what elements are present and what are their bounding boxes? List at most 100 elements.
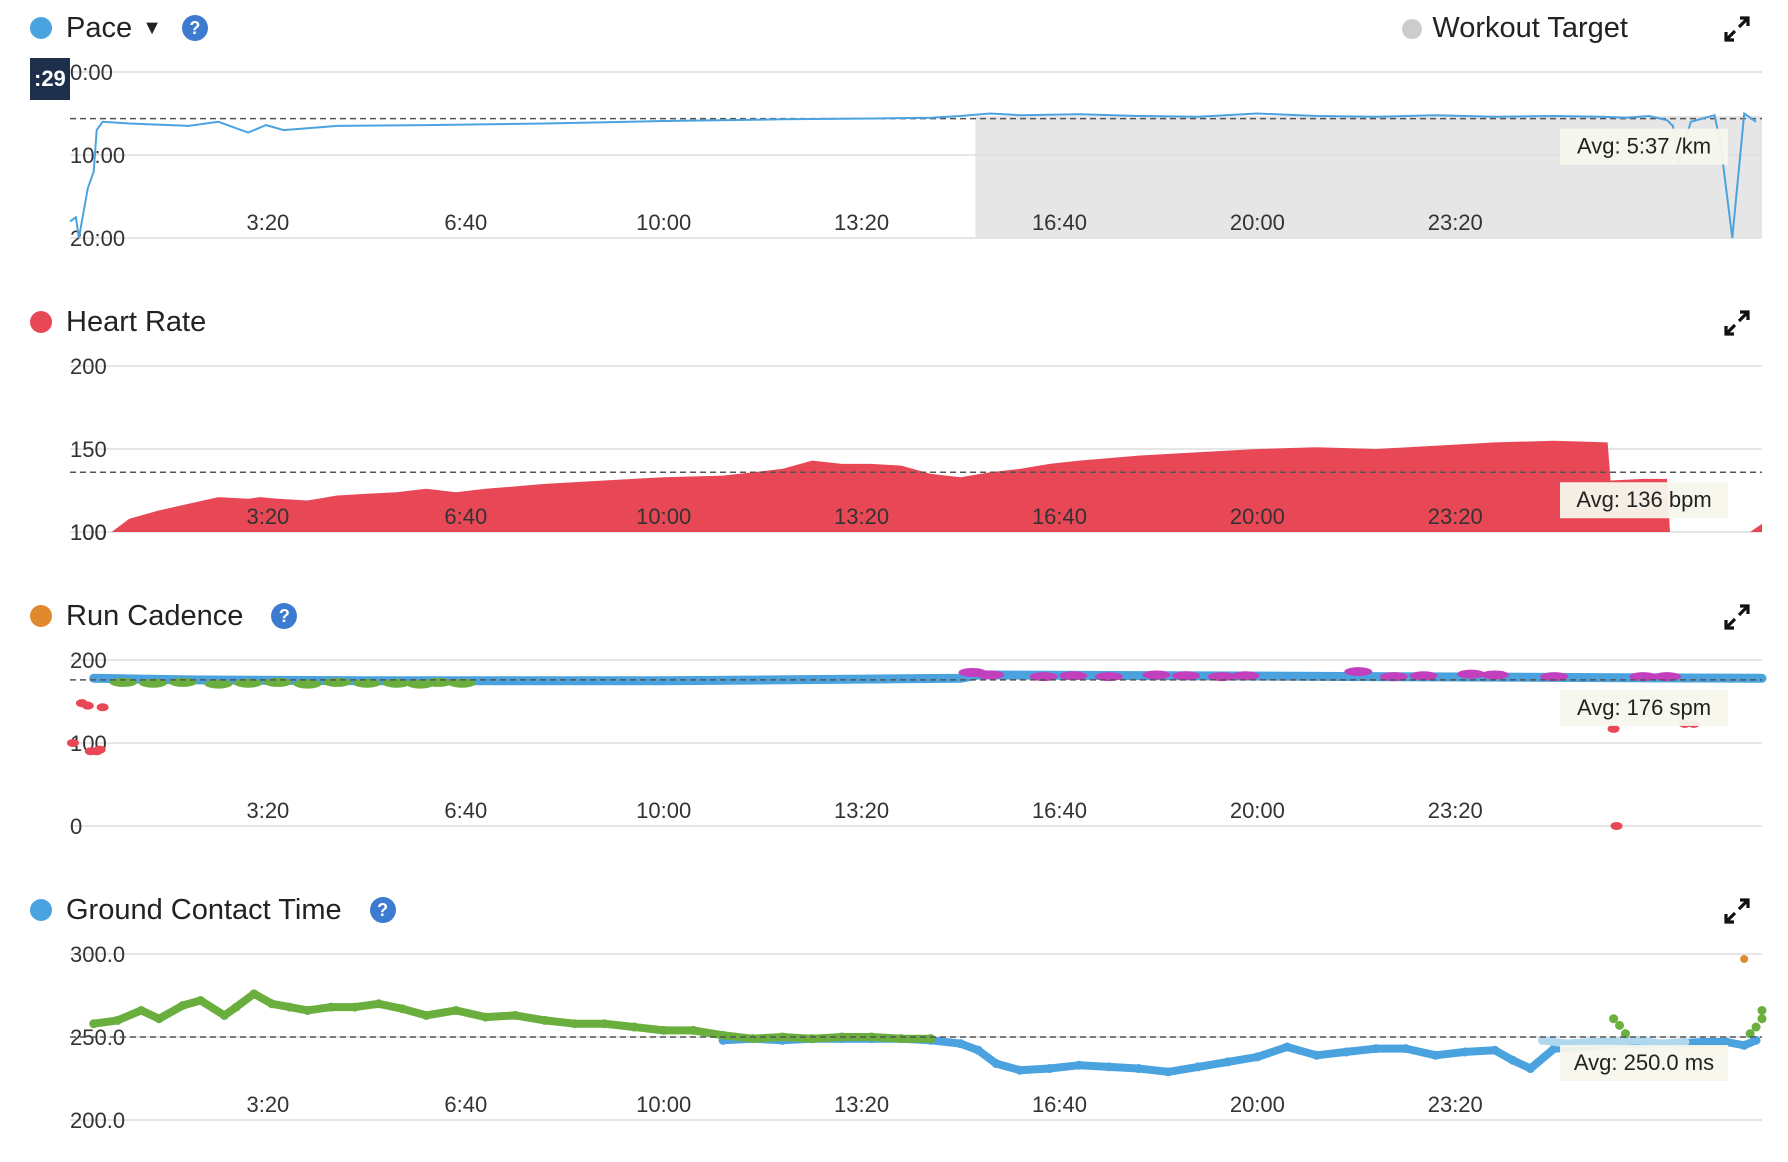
x-tick-label: 10:00 — [636, 1092, 691, 1117]
gct-point — [231, 1002, 241, 1012]
average-label-box — [1560, 1045, 1728, 1081]
expand-icon[interactable] — [1722, 896, 1752, 926]
gct-point — [112, 1015, 122, 1025]
cadence-point — [263, 677, 292, 687]
run-cadence-header: Run Cadence ? — [30, 596, 298, 636]
gct-point — [267, 999, 277, 1009]
gct-point — [421, 1010, 431, 1020]
x-tick-label: 16:40 — [1032, 1092, 1087, 1117]
heart-rate-header: Heart Rate — [30, 302, 206, 342]
x-tick-label: 6:40 — [444, 210, 487, 235]
ground-contact-time-color-dot — [30, 899, 52, 921]
cadence-point — [93, 745, 106, 754]
run-cadence-help-icon[interactable]: ? — [271, 603, 298, 629]
gct-point — [718, 1030, 728, 1040]
y-tick-label: 20:00 — [70, 226, 125, 251]
cadence-point — [323, 677, 352, 687]
gct-point — [973, 1045, 983, 1055]
gct-point — [350, 1002, 360, 1012]
gct-point — [1371, 1044, 1381, 1054]
x-tick-label: 10:00 — [636, 798, 691, 823]
cadence-point — [1457, 669, 1486, 679]
cadence-point — [1409, 671, 1438, 681]
x-tick-label: 3:20 — [246, 504, 289, 529]
gct-point — [1163, 1067, 1173, 1077]
average-label-box — [1560, 689, 1728, 726]
gct-point — [1223, 1057, 1233, 1067]
pace-chart[interactable]: 0:00 10:00 20:00 3:20 6:40 10:00 13:20 16:40 20:… — [0, 58, 1788, 258]
ground-contact-time-header: Ground Contact Time ? — [30, 890, 396, 930]
cadence-point — [1142, 670, 1171, 680]
gct-point — [1015, 1065, 1025, 1075]
x-tick-label: 20:00 — [1230, 1092, 1285, 1117]
x-tick-label: 13:20 — [834, 798, 889, 823]
average-label: Avg: 5:37 /km — [1577, 134, 1711, 159]
gct-point — [1134, 1064, 1144, 1074]
gct-point — [136, 1005, 146, 1015]
ground-contact-time-help-icon[interactable]: ? — [369, 897, 396, 923]
gct-point — [1757, 1014, 1767, 1024]
x-tick-label: 13:20 — [834, 504, 889, 529]
y-tick-label: 100 — [70, 520, 107, 545]
expand-icon[interactable] — [1722, 308, 1752, 338]
heart-rate-area — [111, 440, 1763, 532]
gct-point — [1549, 1044, 1559, 1054]
gct-point — [89, 1019, 99, 1029]
ground-contact-time-chart[interactable]: 300.0 250.0 200.0 3:20 6:40 10:00 13:20 16:40 20… — [0, 940, 1788, 1140]
y-tick-label: 200 — [70, 648, 107, 673]
gct-point — [599, 1019, 609, 1029]
workout-target-legend[interactable]: Workout Target — [1402, 12, 1628, 45]
cadence-point — [447, 678, 476, 688]
cadence-point — [1172, 671, 1201, 681]
heart-rate-chart[interactable]: 200 150 100 3:20 6:40 10:00 13:20 16:40 20:00 23:… — [0, 352, 1788, 552]
gct-point — [1757, 1005, 1767, 1015]
cadence-point — [1344, 667, 1373, 677]
expand-icon[interactable] — [1722, 602, 1752, 632]
x-tick-label: 23:20 — [1428, 210, 1483, 235]
x-tick-label: 16:40 — [1032, 504, 1087, 529]
gct-point — [570, 1019, 580, 1029]
gct-series-line — [89, 989, 935, 1043]
dropdown-caret-icon[interactable]: ▼ — [142, 16, 162, 39]
gct-point — [397, 1004, 407, 1014]
pace-header: Pace ▼ ? — [30, 8, 208, 48]
cadence-point — [96, 703, 109, 712]
x-tick-label: 10:00 — [636, 504, 691, 529]
cadence-point — [234, 678, 263, 688]
run-cadence-color-dot — [30, 605, 52, 627]
gct-point — [1508, 1055, 1518, 1065]
x-tick-label: 20:00 — [1230, 210, 1285, 235]
x-tick-label: 20:00 — [1230, 504, 1285, 529]
gct-point — [1074, 1060, 1084, 1070]
cadence-point — [1480, 670, 1509, 680]
gct-point — [1680, 1037, 1690, 1047]
gct-point — [1609, 1037, 1619, 1047]
cadence-point — [1540, 672, 1569, 682]
cadence-point — [293, 679, 322, 689]
gct-point — [219, 1010, 229, 1020]
hover-tooltip: :29 — [30, 58, 70, 100]
x-tick-label: 3:20 — [246, 1092, 289, 1117]
x-tick-label: 6:40 — [444, 798, 487, 823]
heart-rate-color-dot — [30, 311, 52, 333]
gct-point — [1525, 1064, 1535, 1074]
gct-point — [196, 995, 206, 1005]
cadence-point — [139, 678, 168, 688]
x-tick-label: 3:20 — [246, 798, 289, 823]
cadence-point — [1207, 672, 1236, 682]
gct-point — [1739, 1040, 1749, 1050]
cadence-point — [1029, 672, 1058, 682]
x-tick-label: 23:20 — [1428, 798, 1483, 823]
x-tick-label: 23:20 — [1428, 504, 1483, 529]
pace-help-icon[interactable]: ? — [181, 15, 208, 41]
y-tick-label: 100 — [70, 520, 107, 545]
x-tick-label: 20:00 — [1230, 798, 1285, 823]
gct-point — [659, 1025, 669, 1035]
workout-target-label: Workout Target — [1432, 12, 1628, 44]
x-tick-label: 6:40 — [444, 504, 487, 529]
cadence-point — [1094, 672, 1123, 682]
expand-icon[interactable] — [1722, 14, 1752, 44]
x-tick-label: 13:20 — [834, 1092, 889, 1117]
cadence-point — [382, 678, 411, 688]
